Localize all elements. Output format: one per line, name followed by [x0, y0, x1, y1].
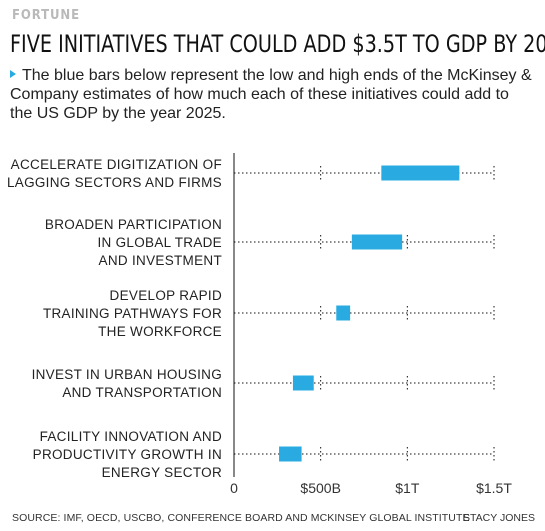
category-label-line: IN GLOBAL TRADE	[97, 235, 222, 250]
range-bar	[351, 234, 403, 250]
category-label-line: BROADEN PARTICIPATION	[45, 217, 222, 232]
category-label: FACILITY INNOVATION AND PRODUCTIVITY GROW…	[33, 429, 222, 480]
category-label-line: PRODUCTIVITY GROWTH IN	[33, 447, 222, 462]
range-bar	[336, 305, 351, 321]
x-tick-label: 0	[230, 480, 238, 496]
category-label: INVEST IN URBAN HOUSING AND TRANSPORTATIO…	[32, 367, 222, 400]
triangle-bullet-icon	[10, 70, 16, 78]
range-bar	[279, 446, 302, 462]
category-label-line: DEVELOP RAPID	[110, 288, 222, 303]
brand-logo: FORTUNE	[12, 8, 80, 23]
category-label-line: THE WORKFORCE	[98, 324, 222, 339]
category-label-line: INVEST IN URBAN HOUSING	[32, 367, 222, 382]
category-label-line: AND INVESTMENT	[99, 253, 222, 268]
category-label-line: TRAINING PATHWAYS FOR	[43, 306, 222, 321]
category-label: ACCELERATE DIGITIZATION OF LAGGING SECTOR…	[7, 157, 222, 190]
author-credit: STACY JONES	[463, 512, 535, 524]
category-label-line: ACCELERATE DIGITIZATION OF	[11, 157, 222, 172]
chart-title: FIVE INITIATIVES THAT COULD ADD $3.5T TO…	[10, 30, 545, 58]
category-label-line: FACILITY INNOVATION AND	[40, 429, 222, 444]
source-note: SOURCE: IMF, OECD, USCBO, CONFERENCE BOA…	[12, 512, 470, 524]
x-tick-label: $1.5T	[476, 480, 512, 496]
x-tick-label: $1T	[395, 480, 420, 496]
category-label: BROADEN PARTICIPATION IN GLOBAL TRADE AND …	[45, 217, 222, 268]
category-label: DEVELOP RAPID TRAINING PATHWAYS FOR THE WO…	[43, 288, 222, 339]
x-tick-label: $500B	[300, 480, 340, 496]
category-label-line: AND TRANSPORTATION	[62, 385, 222, 400]
range-bar	[292, 375, 314, 391]
range-bar	[381, 165, 460, 181]
category-label-line: LAGGING SECTORS AND FIRMS	[7, 175, 222, 190]
chart-description: The blue bars below represent the low an…	[10, 66, 535, 123]
description-text: The blue bars below represent the low an…	[10, 67, 532, 122]
category-label-line: ENERGY SECTOR	[102, 465, 222, 480]
